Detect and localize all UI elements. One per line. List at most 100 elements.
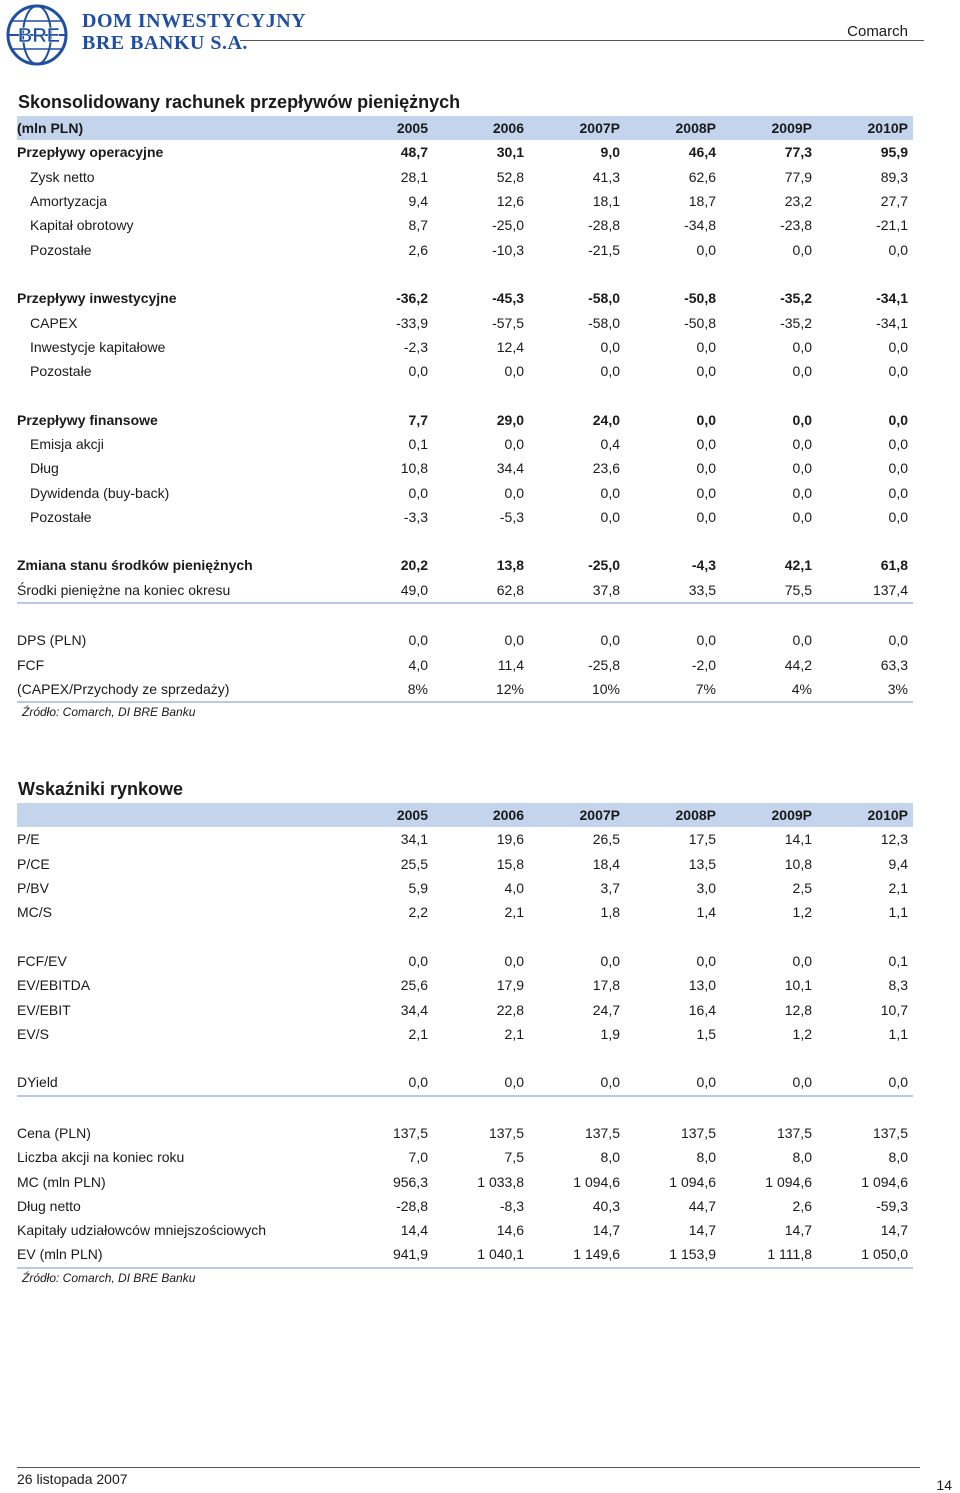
value-cell: 7,0 — [408, 1149, 428, 1166]
value-cell: 8,0 — [696, 1149, 716, 1166]
table-row: Pozostałe 0,0 0,0 0,0 0,0 0,0 0,0 — [17, 359, 913, 383]
value-cell: -10,3 — [492, 241, 524, 258]
header-label-cell: (mln PLN) — [17, 116, 337, 141]
value-cell: 17,9 — [496, 977, 524, 994]
row-label-cell: Przepływy operacyjne — [17, 144, 164, 161]
header-divider — [240, 40, 924, 41]
value-cell: 0,0 — [625, 1070, 721, 1097]
value-cell: 0,0 — [696, 508, 716, 525]
value-cell: -57,5 — [492, 314, 524, 331]
value-cell: 52,8 — [496, 168, 524, 185]
table-row: Cena (PLN) 137,5 137,5 137,5 137,5 137,5 137,5 — [17, 1121, 913, 1145]
table-row: Dług netto -28,8 -8,3 40,3 44,7 2,6 -59,3 — [17, 1194, 913, 1218]
value-cell: 1,8 — [600, 904, 620, 921]
row-label-cell: Kapitały udziałowców mniejszościowych — [17, 1222, 266, 1239]
value-cell: 137,5 — [488, 1125, 524, 1141]
value-cell: 0,0 — [888, 363, 908, 380]
table-row: P/CE 25,5 15,8 18,4 13,5 10,8 9,4 — [17, 852, 913, 876]
value-cell: -25,0 — [492, 217, 524, 234]
value-cell: 46,4 — [688, 144, 716, 161]
value-cell: -28,8 — [396, 1197, 428, 1214]
value-cell: 12,6 — [496, 193, 524, 210]
cashflow-title: Skonsolidowany rachunek przepływów pieni… — [18, 92, 461, 112]
value-cell: 3,0 — [696, 880, 716, 897]
company-name: Comarch — [847, 23, 908, 40]
value-cell: 8,3 — [888, 977, 908, 994]
value-cell: -35,2 — [780, 290, 812, 307]
value-cell: 0,0 — [817, 1070, 913, 1097]
value-cell: 75,5 — [721, 577, 817, 604]
svg-text:BRE: BRE — [18, 25, 60, 47]
row-label-cell: Środki pieniężne na koniec okresu — [17, 577, 337, 604]
value-cell: 0,0 — [504, 484, 524, 501]
value-cell: 941,9 — [337, 1242, 433, 1269]
value-cell: 7,7 — [408, 411, 428, 428]
value-cell: 30,1 — [496, 144, 524, 161]
value-cell: 63,3 — [880, 656, 908, 673]
value-cell: 0,0 — [888, 508, 908, 525]
value-cell: 41,3 — [592, 168, 620, 185]
table-row: FCF 4,0 11,4 -25,8 -2,0 44,2 63,3 — [17, 653, 913, 677]
value-cell: 34,4 — [400, 1001, 428, 1018]
value-cell: 137,4 — [817, 577, 913, 604]
value-cell: 62,6 — [688, 168, 716, 185]
page-number: 14 — [936, 1477, 952, 1493]
value-cell: 0,0 — [529, 1070, 625, 1097]
value-cell: 1 040,1 — [433, 1242, 529, 1269]
market-table-body: 2005 2006 2007P 2008P 2009P 2010P P/E 34,1 19,6 2… — [17, 803, 913, 1269]
value-cell: 0,0 — [600, 484, 620, 501]
value-cell: 137,5 — [392, 1125, 428, 1141]
value-cell: 2,5 — [792, 880, 812, 897]
value-cell: 12% — [433, 676, 529, 704]
value-cell: 4,0 — [504, 880, 524, 897]
value-cell: 0,0 — [696, 411, 716, 428]
value-cell: -3,3 — [403, 508, 428, 525]
value-cell: 137,5 — [584, 1125, 620, 1141]
value-cell: 0,0 — [696, 484, 716, 501]
row-label-cell: Liczba akcji na koniec roku — [17, 1149, 185, 1166]
spacer-cell — [17, 603, 913, 628]
value-cell: 0,0 — [792, 411, 812, 428]
value-cell: -50,8 — [684, 314, 716, 331]
value-cell: 1 094,6 — [573, 1173, 620, 1190]
row-label-cell: Zmiana stanu środków pieniężnych — [17, 557, 253, 574]
spacer-cell — [17, 1046, 913, 1070]
spacer-row — [17, 1096, 913, 1121]
value-cell: 18,1 — [592, 193, 620, 210]
row-label-cell: Dług — [30, 460, 59, 477]
value-cell: 4% — [721, 676, 817, 704]
value-cell: 0,0 — [792, 484, 812, 501]
table-header-row: 2005 2006 2007P 2008P 2009P 2010P — [17, 803, 913, 828]
spacer-row — [17, 1046, 913, 1070]
cashflow-table: (mln PLN) 2005 2006 2007P 2008P 2009P 2010P Prz… — [17, 116, 913, 704]
value-cell: -21,1 — [876, 217, 908, 234]
value-cell: 0,0 — [696, 460, 716, 477]
table-row: Zmiana stanu środków pieniężnych 20,2 13,8… — [17, 553, 913, 577]
value-cell: 7% — [625, 676, 721, 704]
value-cell: 22,8 — [496, 1001, 524, 1018]
value-cell: 1,1 — [888, 904, 908, 921]
spacer-cell — [17, 262, 913, 286]
header-year-cell: 2010P — [817, 803, 913, 828]
value-cell: -34,1 — [876, 314, 908, 331]
value-cell: 0,0 — [888, 436, 908, 452]
bre-logo-icon: BRE — [6, 4, 68, 66]
value-cell: 2,1 — [504, 1025, 524, 1042]
value-cell: -2,3 — [403, 338, 428, 355]
value-cell: 0,0 — [408, 484, 428, 501]
market-table: 2005 2006 2007P 2008P 2009P 2010P P/E 34,1 19,6 2… — [17, 803, 913, 1269]
row-label-cell: (CAPEX/Przychody ze sprzedaży) — [17, 676, 337, 704]
value-cell: -50,8 — [684, 290, 716, 307]
table-row: Kapitały udziałowców mniejszościowych 14,… — [17, 1218, 913, 1242]
value-cell: 29,0 — [496, 411, 524, 428]
value-cell: 1 033,8 — [477, 1173, 524, 1190]
value-cell: 23,2 — [784, 193, 812, 210]
table-row: Inwestycje kapitałowe -2,3 12,4 0,0 0,0 0,0 0,… — [17, 335, 913, 359]
value-cell: 1,5 — [696, 1025, 716, 1042]
value-cell: 0,0 — [408, 363, 428, 380]
value-cell: 10,1 — [784, 977, 812, 994]
cashflow-table-body: (mln PLN) 2005 2006 2007P 2008P 2009P 2010P Prz… — [17, 116, 913, 704]
value-cell: 0,0 — [792, 632, 812, 649]
table-row: EV/EBITDA 25,6 17,9 17,8 13,0 10,1 8,3 — [17, 973, 913, 997]
value-cell: 8% — [337, 676, 433, 704]
